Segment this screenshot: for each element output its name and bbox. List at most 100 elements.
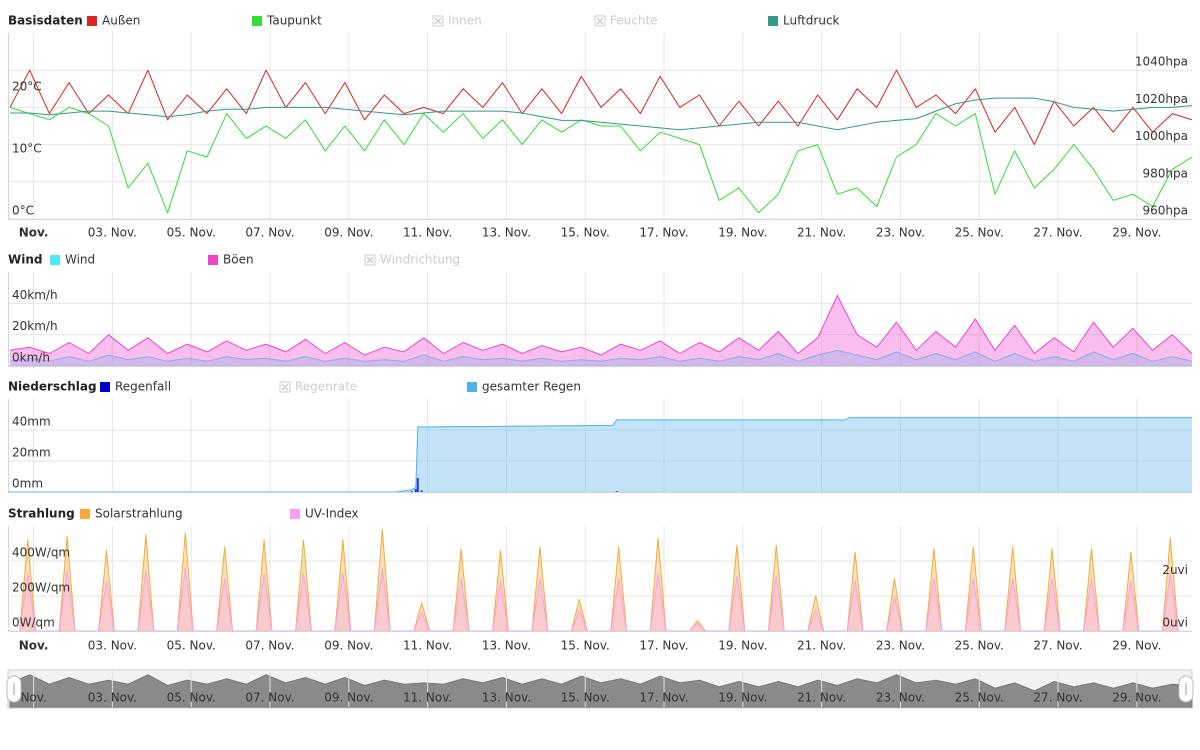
chart-title: Strahlung: [8, 507, 75, 521]
plot-area: [9, 295, 1192, 366]
series-line: [9, 106, 1192, 214]
plot-area: [19, 529, 1179, 631]
legend-label[interactable]: Innen: [448, 14, 482, 28]
navigator-tick-label: 09. Nov.: [324, 691, 373, 705]
y-tick-label: 20mm: [12, 446, 51, 460]
plot-area: [8, 417, 1192, 492]
x-tick-label: 17. Nov.: [639, 226, 688, 240]
legend-icon: [467, 382, 477, 392]
x-tick-label: 19. Nov.: [718, 639, 767, 653]
legend-label[interactable]: Regenrate: [295, 380, 357, 394]
legend-icon-cross: [281, 383, 289, 391]
legend-icon: [100, 382, 110, 392]
series-line: [8, 417, 1192, 492]
series-line: [9, 349, 1192, 362]
legend-label[interactable]: Außen: [102, 14, 140, 28]
navigator-tick-label: 15. Nov.: [561, 691, 610, 705]
series-line: [9, 295, 1192, 356]
navigator-tick-label: 17. Nov.: [639, 691, 688, 705]
legend-label[interactable]: Solarstrahlung: [95, 507, 183, 521]
series-line: [9, 69, 1192, 146]
navigator-tick-label: 23. Nov.: [876, 691, 925, 705]
navigator-tick-label: 21. Nov.: [797, 691, 846, 705]
x-tick-label: 11. Nov.: [403, 226, 452, 240]
legend-label[interactable]: Feuchte: [610, 14, 658, 28]
legend-icon: [208, 255, 218, 265]
x-tick-label: 03. Nov.: [88, 639, 137, 653]
x-tick-label: 23. Nov.: [876, 226, 925, 240]
y-tick-label: 0mm: [12, 477, 43, 491]
navigator-tick-label: 03. Nov.: [88, 691, 137, 705]
legend-icon: [87, 16, 97, 26]
x-tick-label: 21. Nov.: [797, 639, 846, 653]
x-tick-label: 27. Nov.: [1033, 226, 1082, 240]
series-line: [19, 567, 1179, 631]
x-tick-label: 11. Nov.: [403, 639, 452, 653]
legend-icon: [80, 509, 90, 519]
x-tick-label: 19. Nov.: [718, 226, 767, 240]
area-fill: [8, 417, 1192, 492]
navigator-tick-label: 19. Nov.: [718, 691, 767, 705]
x-tick-label: Nov.: [19, 639, 49, 653]
x-tick-label: 27. Nov.: [1033, 639, 1082, 653]
y-tick-label: 0km/h: [12, 351, 50, 365]
x-tick-label: 07. Nov.: [245, 639, 294, 653]
y-tick-label: 40mm: [12, 415, 51, 429]
navigator-series: [9, 674, 1193, 708]
x-tick-label: 05. Nov.: [167, 639, 216, 653]
y-tick-label: 0°C: [12, 204, 34, 218]
x-tick-label: 07. Nov.: [245, 226, 294, 240]
y2-tick-label: 1040hpa: [1135, 55, 1188, 69]
y2-tick-label: 980hpa: [1143, 166, 1188, 180]
x-tick-label: 05. Nov.: [167, 226, 216, 240]
x-tick-label: 13. Nov.: [482, 226, 531, 240]
plot-area: [9, 69, 1192, 214]
x-tick-label: 09. Nov.: [324, 226, 373, 240]
navigator-tick-label: 29. Nov.: [1112, 691, 1161, 705]
legend-label[interactable]: Windrichtung: [380, 253, 460, 267]
x-tick-label: 25. Nov.: [955, 639, 1004, 653]
y-tick-label: 400W/qm: [12, 546, 70, 560]
chart-title: Basisdaten: [8, 14, 83, 28]
y-tick-label: 20°C: [12, 80, 42, 94]
legend-label[interactable]: Böen: [223, 253, 254, 267]
navigator-tick-label: 05. Nov.: [167, 691, 216, 705]
y2-tick-label: 1020hpa: [1135, 92, 1188, 106]
legend-label[interactable]: Taupunkt: [266, 14, 322, 28]
area-fill: [9, 295, 1192, 366]
legend-icon: [768, 16, 778, 26]
y2-tick-label: 1000hpa: [1135, 129, 1188, 143]
navigator-tick-label: 13. Nov.: [482, 691, 531, 705]
legend-label[interactable]: gesamter Regen: [482, 380, 581, 394]
legend-label[interactable]: UV-Index: [305, 507, 359, 521]
x-tick-label: 21. Nov.: [797, 226, 846, 240]
x-tick-label: 15. Nov.: [561, 639, 610, 653]
rain-bar: [416, 478, 419, 492]
legend-icon: [252, 16, 262, 26]
x-tick-label: 29. Nov.: [1112, 226, 1161, 240]
navigator-tick-label: 07. Nov.: [245, 691, 294, 705]
rain-bar: [615, 491, 618, 492]
rain-bar: [420, 490, 423, 492]
legend-label[interactable]: Regenfall: [115, 380, 171, 394]
legend-icon: [290, 509, 300, 519]
legend-label[interactable]: Luftdruck: [783, 14, 840, 28]
area-fill: [19, 529, 1179, 631]
legend-label[interactable]: Wind: [65, 253, 95, 267]
legend-icon-cross: [596, 17, 604, 25]
chart-title: Niederschlag: [8, 380, 97, 394]
x-tick-label: 03. Nov.: [88, 226, 137, 240]
x-tick-label: 09. Nov.: [324, 639, 373, 653]
navigator-tick-label: 27. Nov.: [1033, 691, 1082, 705]
y-tick-label: 20km/h: [12, 319, 58, 333]
legend-icon-cross: [366, 256, 374, 264]
x-tick-label: 13. Nov.: [482, 639, 531, 653]
y-tick-label: 10°C: [12, 142, 42, 156]
navigator-tick-label: 11. Nov.: [403, 691, 452, 705]
series-line: [19, 529, 1179, 631]
legend-icon-cross: [434, 17, 442, 25]
chart-title: Wind: [8, 253, 42, 267]
x-tick-label: 29. Nov.: [1112, 639, 1161, 653]
